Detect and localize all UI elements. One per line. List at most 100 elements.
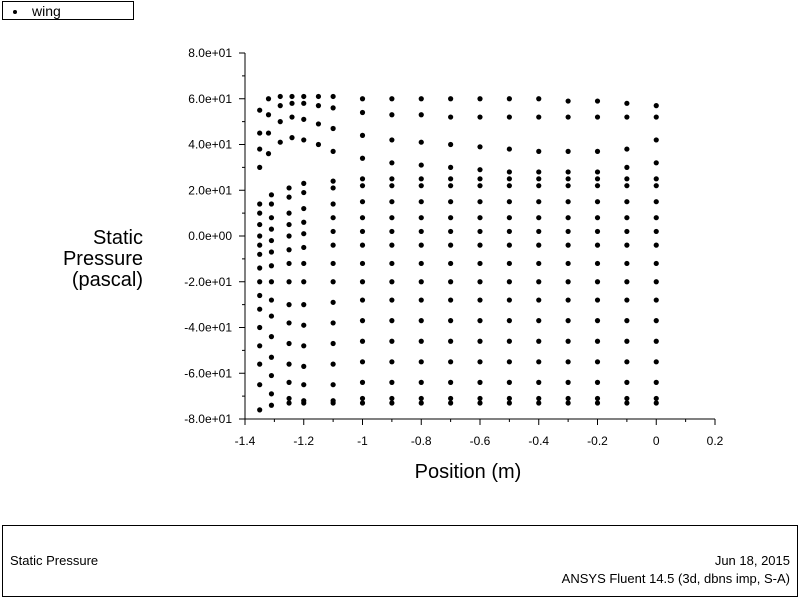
y-axis-title-line: Pressure [63,248,143,270]
data-point [330,201,336,207]
data-point [594,260,601,267]
data-point [653,114,659,120]
data-point [536,169,542,175]
data-point [565,169,571,175]
data-point [594,279,601,285]
data-point [624,395,630,402]
data-point [257,233,263,239]
data-point [330,242,336,248]
data-point [536,318,542,324]
data-point [477,379,483,385]
data-point [477,199,483,205]
data-point [565,279,571,285]
data-point [418,379,424,385]
data-point [565,183,571,189]
data-point [565,215,571,221]
data-point [594,228,601,235]
data-point [653,395,659,402]
y-tick-label: -4.0e+01 [184,321,232,335]
data-point [477,318,483,324]
data-point [301,205,307,212]
data-point [330,105,336,111]
y-tick-label: -6.0e+01 [184,366,232,380]
data-point [418,297,424,303]
data-point [330,382,336,388]
data-point [389,176,395,182]
data-point [448,242,454,248]
data-point [359,297,366,303]
data-point [330,185,336,191]
data-point [565,199,571,205]
data-point [448,96,454,102]
data-point [301,400,307,406]
data-point [277,139,283,145]
data-point [653,400,659,406]
data-point [286,302,292,308]
data-point [268,391,275,397]
x-tick-label: -1.2 [293,434,314,448]
data-point [359,228,366,235]
data-point [653,199,659,205]
data-point [257,292,263,299]
data-point [301,260,307,267]
data-point [477,395,483,402]
data-point [594,148,601,154]
data-point [359,400,366,406]
axis-labels: -8.0e+01 -6.0e+01 -4.0e+01 -2.0e+01 0.0e+00 2… [63,46,724,483]
data-point [448,141,454,148]
data-point [418,400,424,406]
data-point [418,139,424,145]
data-point [389,260,395,267]
data-point [257,306,263,312]
data-point [389,400,395,406]
data-point [286,320,292,326]
data-point [506,395,512,402]
data-point [624,176,630,182]
data-point [477,242,483,248]
data-point [506,146,512,152]
data-point [594,98,601,104]
data-point [418,318,424,324]
data-point [389,183,395,189]
data-point [536,148,542,154]
data-point [389,359,395,365]
data-point [289,100,295,106]
data-point [506,359,512,365]
data-point [506,215,512,221]
data-point [477,114,483,120]
data-point [330,340,336,347]
x-tick-label: -0.6 [470,434,491,448]
data-point [448,379,454,385]
data-point [268,192,275,198]
data-point [594,176,601,182]
data-point [257,146,263,152]
data-point [624,260,630,267]
data-point [477,176,483,182]
data-point [565,98,571,104]
data-point [506,242,512,248]
data-point [477,215,483,221]
data-point [268,334,275,340]
data-point [418,359,424,365]
data-point [506,114,512,120]
data-point [301,322,307,328]
data-point [536,114,542,120]
data-point [477,359,483,365]
data-point [624,242,630,248]
data-point [448,297,454,303]
data-point [359,318,366,324]
data-point [653,183,659,189]
y-axis-title-line: (pascal) [72,269,143,291]
data-point [286,185,292,191]
data-point [653,260,659,267]
x-tick-label: 0 [653,434,660,448]
data-point [418,96,424,102]
data-point [565,359,571,365]
data-point [330,400,336,406]
data-point [359,176,366,182]
y-tick-label: 6.0e+01 [188,92,232,106]
data-point [301,93,307,100]
data-point [389,318,395,324]
data-point [536,395,542,402]
data-point [624,359,630,365]
